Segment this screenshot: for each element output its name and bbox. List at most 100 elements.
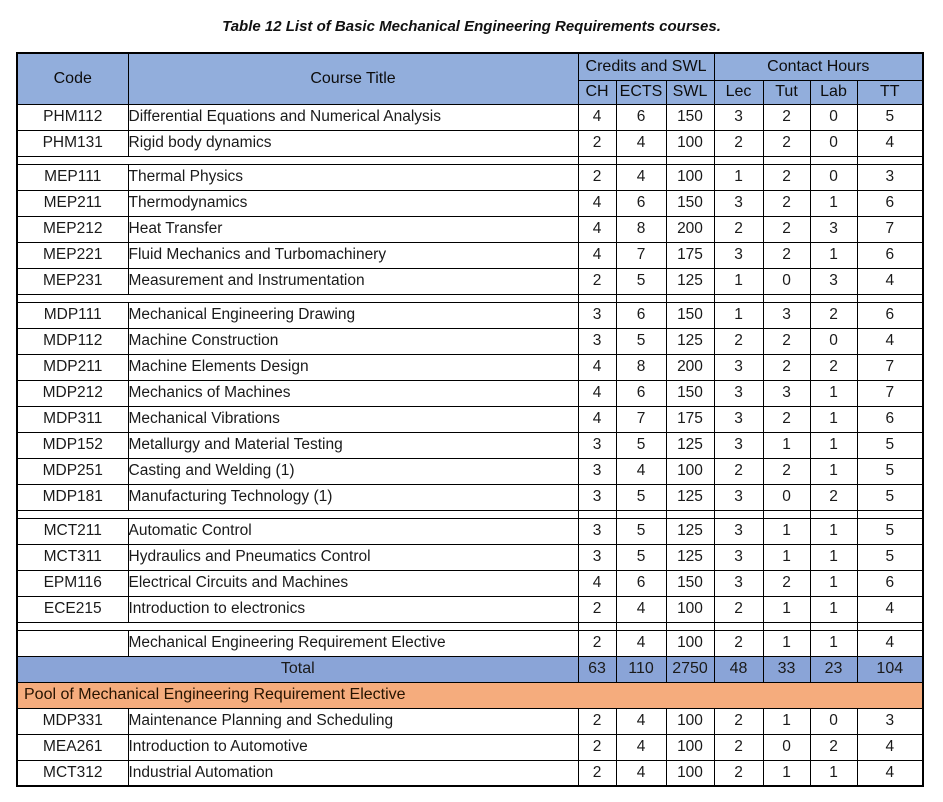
cell-tt: 7 <box>856 215 924 243</box>
header-row-subcolumns: CH ECTS SWL Lec Tut Lab TT <box>17 79 924 105</box>
cell-tt: 5 <box>856 103 924 131</box>
cell-tut: 1 <box>762 707 811 735</box>
cell-tt: 4 <box>856 733 924 761</box>
separator-cell-tut <box>762 293 811 303</box>
cell-lab: 3 <box>809 267 858 295</box>
course-row: MDP311 Mechanical Vibrations 4 7 175 3 2 1 6 <box>16 405 924 433</box>
course-title-cell: Fluid Mechanics and Turbomachinery <box>127 241 579 269</box>
col-header-ch: CH <box>577 79 617 105</box>
cell-tut: 2 <box>762 103 811 131</box>
course-code-cell: MDP212 <box>16 379 129 407</box>
cell-ects: 4 <box>615 759 667 787</box>
course-row: MEP111 Thermal Physics 2 4 100 1 2 0 3 <box>16 163 924 191</box>
cell-ch: 3 <box>577 543 617 571</box>
course-code-cell: MEP111 <box>16 163 129 191</box>
course-row: MDP251 Casting and Welding (1) 3 4 100 2 2 1 5 <box>16 457 924 485</box>
course-row: MDP212 Mechanics of Machines 4 6 150 3 3 1 7 <box>16 379 924 407</box>
course-title-cell: Differential Equations and Numerical Ana… <box>127 103 579 131</box>
cell-swl: 125 <box>665 267 715 295</box>
cell-swl: 150 <box>665 379 715 407</box>
cell-swl: 100 <box>665 163 715 191</box>
cell-lab: 1 <box>809 759 858 787</box>
cell-lab: 1 <box>809 405 858 433</box>
course-code-cell: MEP211 <box>16 189 129 217</box>
separator-left-cell <box>16 293 579 303</box>
cell-lab: 0 <box>809 129 858 157</box>
cell-swl: 125 <box>665 327 715 355</box>
course-code-cell: MEP212 <box>16 215 129 243</box>
cell-tt: 4 <box>856 327 924 355</box>
cell-ch: 2 <box>577 733 617 761</box>
course-code-cell: MDP181 <box>16 483 129 511</box>
cell-tt: 7 <box>856 353 924 381</box>
cell-tt: 4 <box>856 595 924 623</box>
cell-swl: 125 <box>665 543 715 571</box>
separator-cell-ch <box>577 621 617 631</box>
course-row: MDP181 Manufacturing Technology (1) 3 5 125 3… <box>16 483 924 511</box>
cell-lec: 2 <box>713 707 764 735</box>
cell-ch: 4 <box>577 103 617 131</box>
courses-table: Code Course Title Credits and SWL Contac… <box>16 52 925 787</box>
cell-swl: 100 <box>665 733 715 761</box>
course-code-cell: MDP311 <box>16 405 129 433</box>
cell-lec: 2 <box>713 733 764 761</box>
total-ects: 110 <box>615 655 667 683</box>
cell-tut: 0 <box>762 267 811 295</box>
course-title-cell: Introduction to Automotive <box>127 733 579 761</box>
cell-ch: 4 <box>577 189 617 217</box>
cell-tut: 2 <box>762 215 811 243</box>
cell-ects: 4 <box>615 629 667 657</box>
cell-tut: 0 <box>762 733 811 761</box>
header-row-groups: Code Course Title Credits and SWL Contac… <box>16 52 924 105</box>
cell-ch: 4 <box>577 215 617 243</box>
cell-lab: 2 <box>809 353 858 381</box>
cell-ch: 2 <box>577 595 617 623</box>
cell-ects: 5 <box>615 483 667 511</box>
course-title-cell: Mechanics of Machines <box>127 379 579 407</box>
cell-swl: 150 <box>665 569 715 597</box>
cell-ch: 2 <box>577 129 617 157</box>
cell-ects: 4 <box>615 457 667 485</box>
separator-cell-lec <box>713 155 764 165</box>
course-title-cell: Electrical Circuits and Machines <box>127 569 579 597</box>
total-swl: 2750 <box>665 655 715 683</box>
cell-ch: 2 <box>577 707 617 735</box>
cell-swl: 200 <box>665 215 715 243</box>
cell-lec: 2 <box>713 457 764 485</box>
cell-lec: 2 <box>713 327 764 355</box>
section-separator-row <box>16 155 924 165</box>
course-code-cell: MDP211 <box>16 353 129 381</box>
cell-lab: 2 <box>809 301 858 329</box>
cell-tut: 2 <box>762 241 811 269</box>
cell-tut: 2 <box>762 189 811 217</box>
separator-cell-lab <box>809 509 858 519</box>
course-row: PHM131 Rigid body dynamics 2 4 100 2 2 0 4 <box>16 129 924 157</box>
course-title-cell: Rigid body dynamics <box>127 129 579 157</box>
total-tt: 104 <box>856 655 924 683</box>
cell-lab: 1 <box>809 569 858 597</box>
course-row: PHM112 Differential Equations and Numeric… <box>16 103 924 131</box>
cell-lab: 1 <box>809 517 858 545</box>
course-title-cell: Machine Construction <box>127 327 579 355</box>
cell-ch: 4 <box>577 569 617 597</box>
cell-ch: 2 <box>577 629 617 657</box>
course-code-cell: MEP221 <box>16 241 129 269</box>
cell-swl: 100 <box>665 457 715 485</box>
cell-lab: 0 <box>809 707 858 735</box>
course-title-cell: Measurement and Instrumentation <box>127 267 579 295</box>
table-body: PHM112 Differential Equations and Numeric… <box>16 103 924 787</box>
course-title-cell: Industrial Automation <box>127 759 579 787</box>
cell-tt: 4 <box>856 129 924 157</box>
cell-tt: 3 <box>856 707 924 735</box>
total-lec: 48 <box>713 655 764 683</box>
cell-lab: 1 <box>809 241 858 269</box>
separator-cell-lec <box>713 293 764 303</box>
cell-swl: 100 <box>665 129 715 157</box>
col-group-credits-swl: Credits and SWL <box>577 52 715 81</box>
cell-ch: 4 <box>577 353 617 381</box>
cell-tut: 1 <box>762 543 811 571</box>
cell-lab: 0 <box>809 163 858 191</box>
cell-ects: 4 <box>615 129 667 157</box>
cell-ects: 7 <box>615 241 667 269</box>
